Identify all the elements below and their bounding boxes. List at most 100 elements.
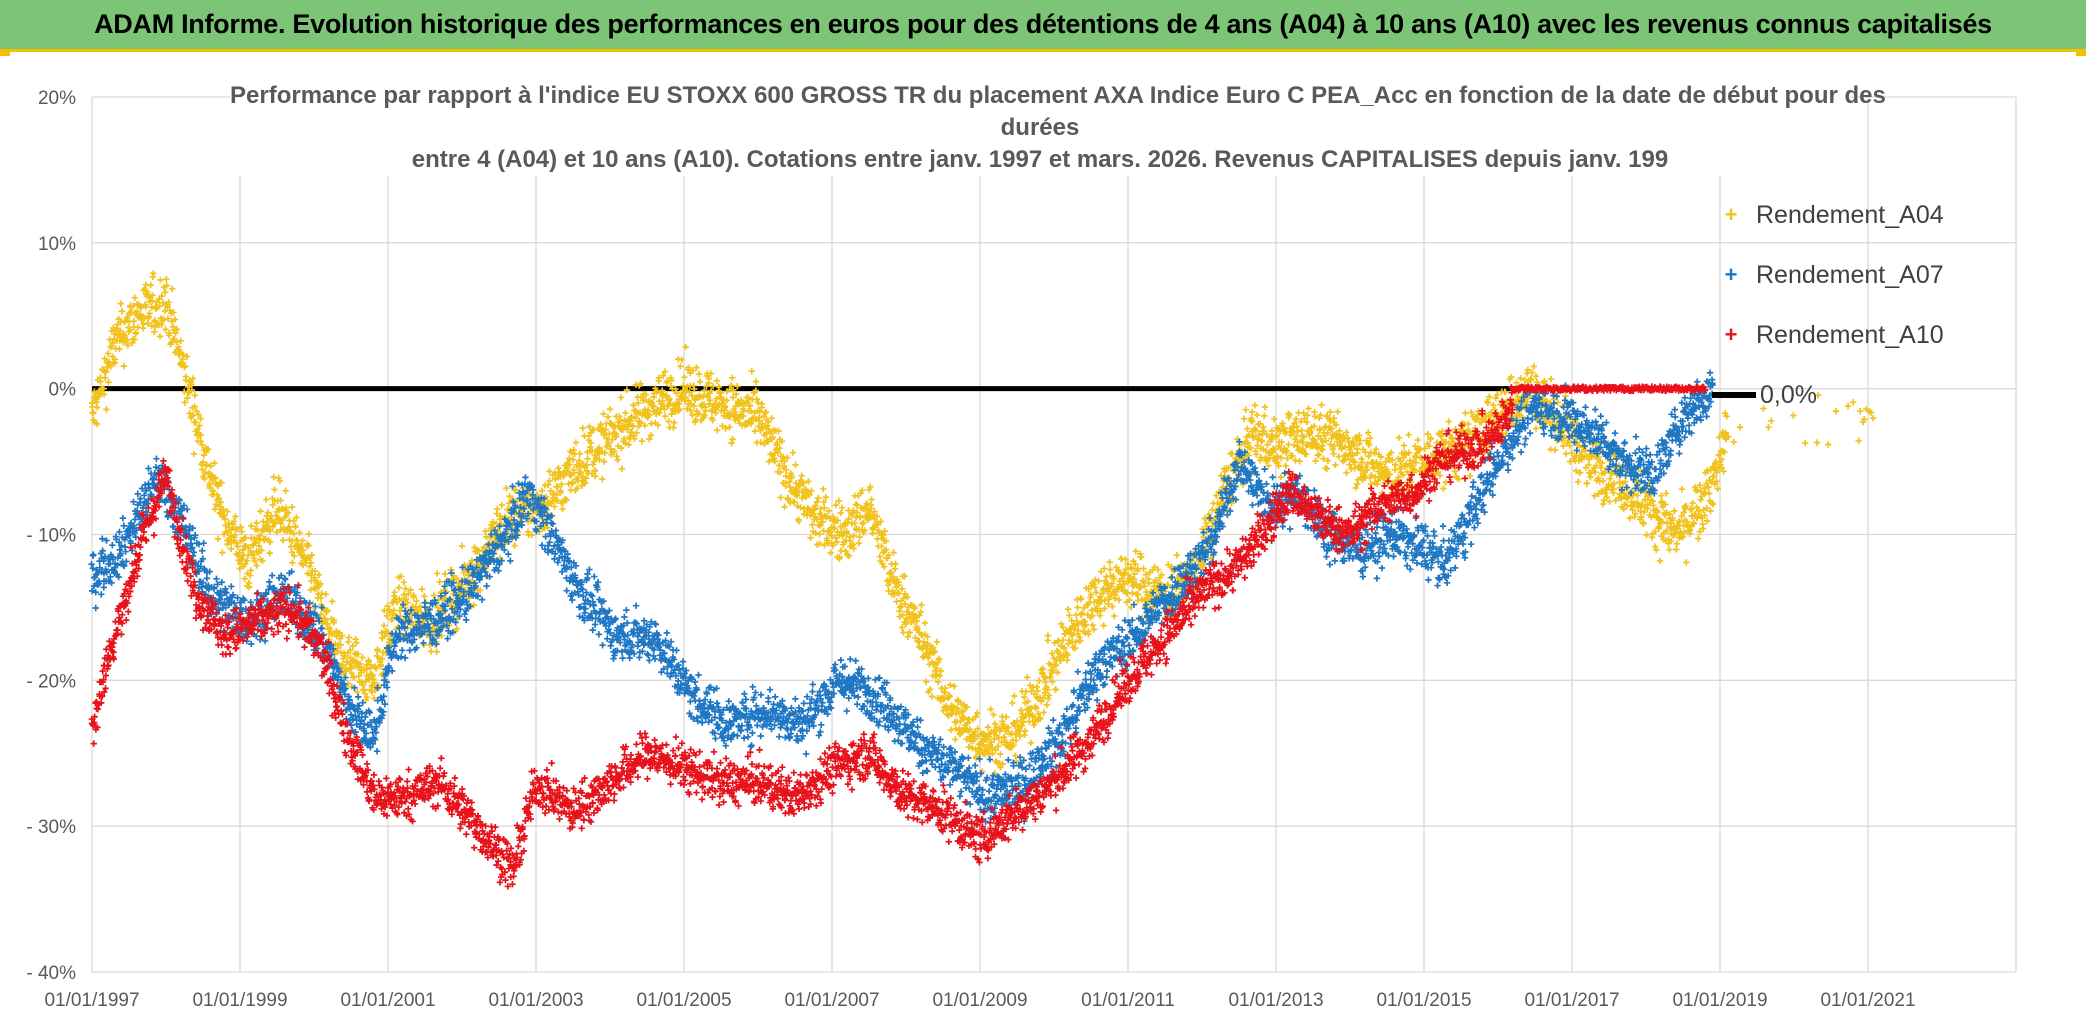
point-rendement-a04 [617,394,625,401]
point-rendement-a04 [1077,637,1084,644]
point-rendement-a07 [595,631,603,638]
point-rendement-a04 [165,299,172,306]
point-rendement-a04 [196,422,203,429]
point-rendement-a04 [1357,437,1364,444]
point-rendement-a04 [458,542,466,550]
point-rendement-a04 [212,474,219,482]
point-rendement-a04 [214,535,222,543]
report-banner: ADAM Informe. Evolution historique des p… [0,0,2086,52]
point-rendement-a04 [1343,429,1350,436]
point-rendement-a04 [618,465,626,472]
point-rendement-a04 [207,462,214,470]
point-rendement-a04 [1090,626,1098,633]
point-rendement-a04 [391,588,398,596]
point-rendement-a04 [189,375,197,382]
point-rendement-a07 [100,584,108,591]
point-rendement-a04 [91,388,98,395]
point-rendement-a04 [1305,405,1312,412]
point-rendement-a04 [833,538,840,546]
point-rendement-a04 [380,622,388,629]
point-rendement-a04 [1101,597,1108,604]
point-rendement-a07 [478,596,486,603]
point-rendement-a04 [1318,401,1325,409]
point-rendement-a04 [115,330,122,338]
point-rendement-a04 [221,512,228,519]
point-rendement-a04 [1583,479,1591,487]
point-rendement-a07 [462,616,470,624]
point-rendement-a04 [282,487,289,495]
point-rendement-a04 [1139,577,1147,584]
point-rendement-a04 [427,648,435,655]
point-rendement-a04 [827,549,834,557]
point-rendement-a07 [355,693,362,701]
point-rendement-a04 [1451,468,1458,475]
point-rendement-a04 [792,461,799,469]
point-rendement-a04 [188,386,196,394]
point-rendement-a04 [234,525,241,533]
point-rendement-a07 [576,613,583,620]
point-rendement-a04 [1261,412,1268,420]
point-rendement-a04 [752,378,760,385]
point-rendement-a04 [1400,442,1408,449]
point-rendement-a04 [1035,677,1043,684]
point-rendement-a04 [728,439,735,447]
point-rendement-a07 [626,654,633,662]
point-rendement-a04 [852,501,860,508]
point-rendement-a04 [222,515,229,523]
point-rendement-a04 [1240,415,1248,422]
point-rendement-a04 [1656,557,1664,565]
point-rendement-a04 [227,545,235,553]
point-rendement-a04 [257,508,264,515]
point-rendement-a04 [599,475,606,483]
point-rendement-a04 [93,420,101,428]
point-rendement-a04 [352,635,359,643]
point-rendement-a04 [118,308,126,315]
point-rendement-a04 [729,435,736,443]
point-rendement-a04 [137,304,144,312]
point-rendement-a07 [153,455,160,462]
point-rendement-a07 [399,647,406,654]
point-rendement-a04 [95,393,103,400]
point-rendement-a04 [156,333,164,340]
point-rendement-a04 [1462,410,1469,417]
point-rendement-a04 [164,303,171,311]
point-rendement-a04 [1317,411,1324,419]
point-rendement-a04 [1106,559,1113,566]
point-rendement-a04 [695,370,703,378]
point-rendement-a04 [1562,450,1570,457]
point-rendement-a04 [1074,604,1081,611]
point-rendement-a04 [156,302,163,310]
point-rendement-a04 [141,301,149,308]
point-rendement-a04 [433,570,441,577]
point-rendement-a04 [729,394,737,401]
point-rendement-a04 [149,273,157,280]
point-rendement-a07 [646,657,653,664]
point-rendement-a04 [1653,546,1660,553]
point-rendement-a04 [218,479,225,487]
point-rendement-a04 [538,487,546,494]
point-rendement-a04 [107,363,114,370]
point-rendement-a04 [1392,461,1399,468]
point-rendement-a04 [781,503,788,511]
point-rendement-a04 [1251,402,1259,409]
point-rendement-a04 [430,592,438,599]
point-rendement-a04 [188,381,195,388]
point-rendement-a04 [214,482,222,490]
point-rendement-a04 [199,458,207,466]
point-rendement-a04 [1110,612,1118,620]
point-rendement-a07 [505,550,512,558]
point-rendement-a04 [1011,692,1018,700]
point-rendement-a04 [203,461,210,468]
point-rendement-a04 [807,534,814,541]
point-rendement-a04 [928,693,936,700]
point-rendement-a04 [120,362,127,370]
point-rendement-a04 [1064,606,1072,613]
point-rendement-a04 [197,438,204,445]
point-rendement-a04 [177,337,184,345]
point-rendement-a07 [200,540,207,547]
point-rendement-a04 [935,655,943,662]
point-rendement-a04 [815,494,822,502]
point-rendement-a04 [329,598,336,605]
point-rendement-a04 [147,281,154,289]
point-rendement-a04 [1261,403,1269,411]
